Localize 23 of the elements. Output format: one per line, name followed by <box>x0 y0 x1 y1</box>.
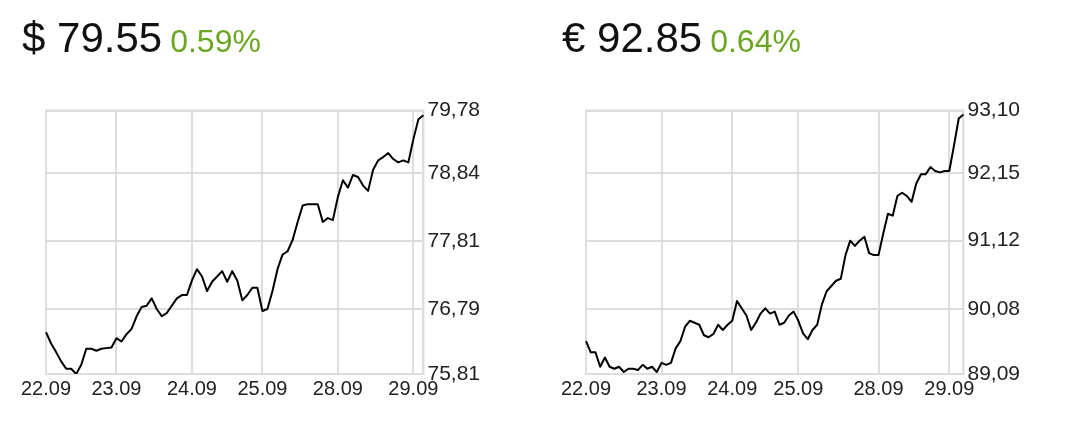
x-tick-label: 24.09 <box>707 376 758 399</box>
chart-title: € 92.85 <box>562 14 703 61</box>
chart-subtitle: 0.64% <box>710 23 801 59</box>
y-tick-label: 93,10 <box>967 97 1021 121</box>
y-tick-label: 77,81 <box>427 228 481 252</box>
chart-title: $ 79.55 <box>22 14 163 61</box>
x-tick-label: 23.09 <box>636 376 687 399</box>
y-tick-label: 78,84 <box>427 159 481 183</box>
chart-subtitle: 0.59% <box>170 23 261 59</box>
x-tick-label: 25.09 <box>773 376 824 399</box>
x-tick-label: 28.09 <box>312 376 363 399</box>
y-tick-label: 92,15 <box>967 159 1021 183</box>
x-tick-label: 22.09 <box>560 376 612 399</box>
y-tick-label: 75,81 <box>427 360 481 384</box>
x-tick-label: 23.09 <box>91 376 142 399</box>
y-tick-label: 91,12 <box>967 227 1021 251</box>
x-tick-label: 25.09 <box>237 376 288 399</box>
y-tick-label: 90,08 <box>967 295 1021 319</box>
y-tick-label: 79,78 <box>427 97 481 121</box>
x-tick-label: 24.09 <box>166 376 217 399</box>
x-tick-label: 28.09 <box>853 376 904 399</box>
y-tick-label: 76,79 <box>427 295 481 319</box>
x-tick-label: 22.09 <box>20 376 72 399</box>
